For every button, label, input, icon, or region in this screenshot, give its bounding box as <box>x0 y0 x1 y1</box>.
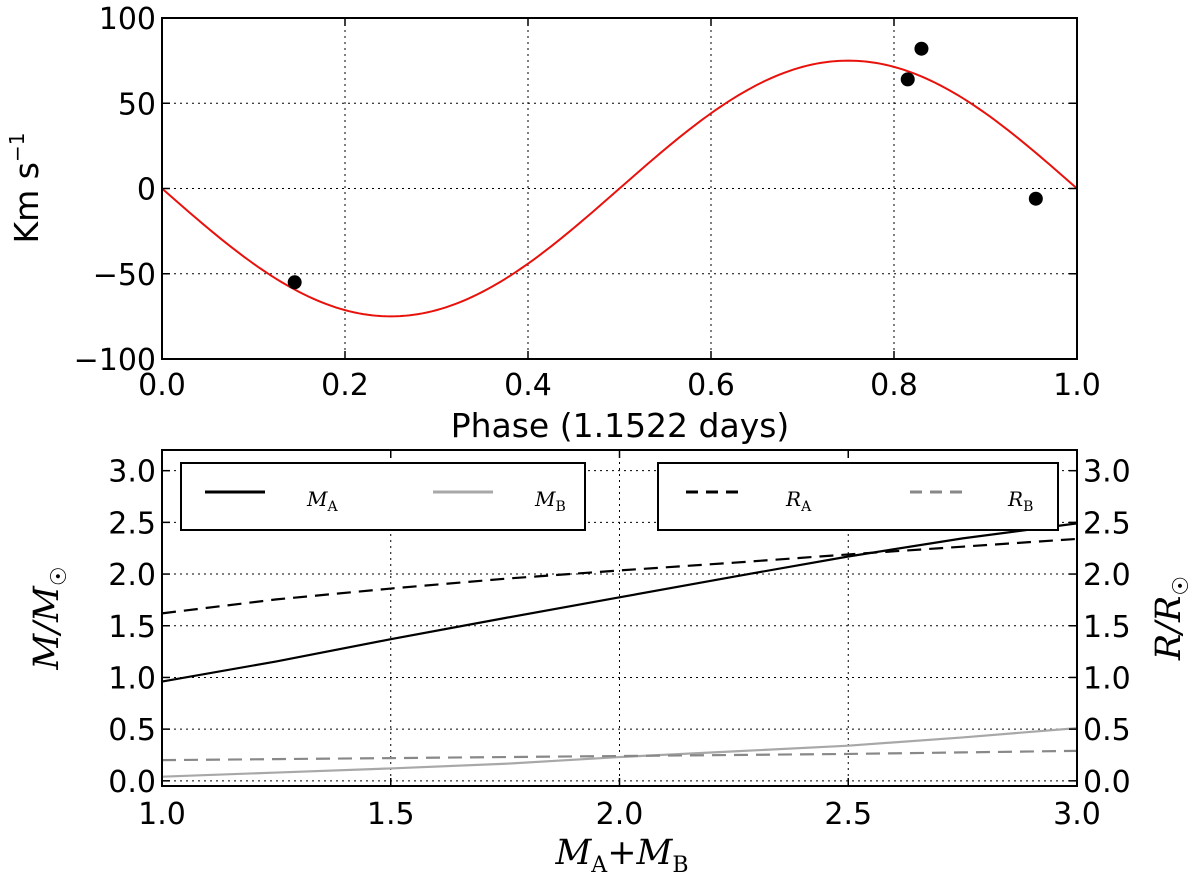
mr-x-tick-label: 3.0 <box>1053 797 1101 832</box>
radius-y-tick-label: 0.0 <box>1083 765 1131 800</box>
mass-radius-series <box>161 522 1078 778</box>
radius-legend-frame <box>657 462 1059 531</box>
mr-x-tick-label: 1.0 <box>138 797 186 832</box>
rv-x-tick-label: 1.0 <box>1053 368 1101 403</box>
rv-x-tick-labels: 0.0 0.2 0.4 0.6 0.8 1.0 <box>138 368 1101 403</box>
mass-radius-plot: 1.0 1.5 2.0 2.5 3.0 0.0 0.5 1.0 1.5 2.0 2.5 3.0 0.… <box>27 449 1194 876</box>
rv-data-point <box>900 72 915 87</box>
mass-y-axis-label: M/M☉ <box>27 566 72 670</box>
rv-data-point <box>1028 191 1043 206</box>
series-m-a <box>161 522 1078 683</box>
legend-ma-label: MA <box>306 487 338 515</box>
radius-y-tick-label: 3.0 <box>1083 455 1131 490</box>
rv-x-tick-label: 0.4 <box>504 368 552 403</box>
rv-tick-marks <box>161 17 1078 360</box>
rv-y-tick-label: 100 <box>99 2 156 37</box>
rv-x-tick-label: 0.8 <box>870 368 918 403</box>
radius-y-tick-label: 1.0 <box>1083 661 1131 696</box>
legend-ra-label: RA <box>785 487 812 515</box>
mass-y-tick-label: 2.0 <box>108 558 156 593</box>
mass-y-tick-label: 1.0 <box>108 661 156 696</box>
mass-legend-frame <box>180 462 586 531</box>
rv-y-axis-label: Km s−1 <box>5 133 46 244</box>
rv-model-curve <box>161 59 1078 318</box>
rv-y-axis-unit: Km s <box>7 162 46 243</box>
rv-y-tick-label: 0 <box>137 173 156 208</box>
mass-y-tick-label: 1.5 <box>108 610 156 645</box>
rv-x-tick-label: 0.6 <box>687 368 735 403</box>
rv-data-point <box>287 275 302 290</box>
rv-y-tick-label: −100 <box>74 343 156 378</box>
mr-x-tick-label: 2.5 <box>824 797 872 832</box>
rv-y-axis-exponent: −1 <box>5 133 29 162</box>
radius-y-tick-label: 1.5 <box>1083 610 1131 645</box>
mass-y-tick-label: 3.0 <box>108 455 156 490</box>
radius-y-tick-labels: 0.0 0.5 1.0 1.5 2.0 2.5 3.0 <box>1083 455 1131 800</box>
rv-y-tick-label: −50 <box>93 258 156 293</box>
rv-data-points <box>287 41 1043 290</box>
mass-y-tick-label: 2.5 <box>108 506 156 541</box>
radius-y-tick-label: 2.0 <box>1083 558 1131 593</box>
radius-y-tick-label: 2.5 <box>1083 506 1131 541</box>
mr-x-tick-label: 2.0 <box>596 797 644 832</box>
mass-legend: MA MB <box>180 462 586 531</box>
mass-radius-x-axis-label: MA+MB <box>554 833 688 876</box>
rv-y-tick-label: 50 <box>118 87 156 122</box>
legend-rb-label: RB <box>1007 487 1033 515</box>
mass-y-tick-label: 0.0 <box>108 765 156 800</box>
radius-y-tick-label: 0.5 <box>1083 713 1131 748</box>
rv-y-tick-labels: −100 −50 0 50 100 <box>74 2 156 378</box>
mass-y-tick-labels: 0.0 0.5 1.0 1.5 2.0 2.5 3.0 <box>108 455 156 800</box>
legend-mb-label: MB <box>534 487 566 515</box>
mr-x-tick-label: 1.5 <box>367 797 415 832</box>
mass-radius-tick-marks <box>161 450 1078 786</box>
radius-y-axis-label: R/R☉ <box>1149 576 1194 661</box>
mass-y-tick-label: 0.5 <box>108 713 156 748</box>
rv-x-tick-label: 0.0 <box>138 368 186 403</box>
rv-x-axis-label: Phase (1.1522 days) <box>451 406 790 445</box>
radius-legend: RA RB <box>657 462 1059 531</box>
rv-data-point <box>914 41 929 56</box>
rv-x-tick-label: 0.2 <box>321 368 369 403</box>
mass-radius-x-tick-labels: 1.0 1.5 2.0 2.5 3.0 <box>138 797 1101 832</box>
series-m-b <box>161 727 1078 778</box>
